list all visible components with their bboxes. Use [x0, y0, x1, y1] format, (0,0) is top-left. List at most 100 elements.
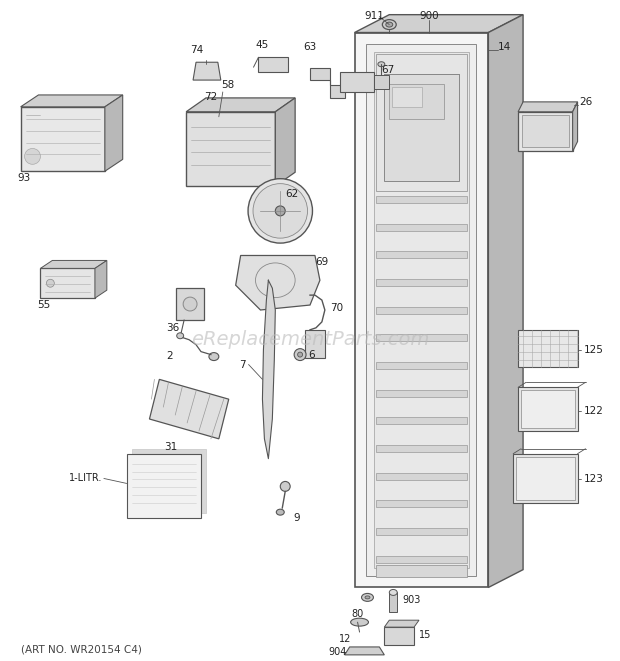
Text: 70: 70: [330, 303, 343, 313]
Polygon shape: [262, 280, 275, 459]
Bar: [389, 84, 444, 119]
Bar: [376, 362, 467, 369]
Ellipse shape: [248, 178, 312, 243]
Text: 69: 69: [315, 257, 328, 268]
Polygon shape: [193, 62, 221, 80]
Ellipse shape: [351, 618, 368, 626]
Ellipse shape: [389, 590, 397, 596]
Polygon shape: [186, 112, 275, 186]
Ellipse shape: [294, 348, 306, 360]
Text: 74: 74: [190, 46, 203, 56]
Bar: [376, 251, 467, 258]
Polygon shape: [105, 95, 123, 171]
Text: 14: 14: [498, 42, 511, 52]
Text: 12: 12: [339, 634, 351, 644]
Ellipse shape: [275, 206, 285, 216]
Text: 63: 63: [303, 42, 317, 52]
Text: 55: 55: [37, 300, 51, 310]
Polygon shape: [40, 268, 95, 298]
Bar: [376, 500, 467, 508]
Bar: [384, 74, 459, 181]
Bar: [376, 279, 467, 286]
Text: 904: 904: [329, 647, 347, 657]
Polygon shape: [20, 95, 123, 107]
Bar: [376, 528, 467, 535]
Bar: [376, 307, 467, 314]
Polygon shape: [518, 102, 578, 112]
Text: 900: 900: [419, 11, 438, 20]
Text: 26: 26: [580, 97, 593, 107]
Ellipse shape: [280, 481, 290, 491]
Bar: [516, 457, 575, 500]
Text: 2: 2: [166, 350, 172, 361]
Text: 36: 36: [167, 323, 180, 333]
Text: 125: 125: [583, 344, 603, 355]
Bar: [518, 387, 578, 431]
Bar: [376, 223, 467, 231]
Polygon shape: [186, 98, 295, 112]
Bar: [376, 445, 467, 452]
Polygon shape: [126, 453, 201, 518]
Ellipse shape: [25, 149, 40, 165]
Bar: [366, 44, 477, 576]
Text: 6: 6: [308, 350, 314, 360]
Text: 1-LITR.: 1-LITR.: [69, 473, 102, 483]
Text: 58: 58: [221, 80, 234, 90]
Polygon shape: [20, 107, 105, 171]
Text: 80: 80: [352, 609, 364, 619]
Bar: [376, 556, 467, 563]
Text: 72: 72: [204, 92, 218, 102]
Ellipse shape: [383, 20, 396, 30]
Polygon shape: [149, 379, 229, 439]
Text: (ART NO. WR20154 C4): (ART NO. WR20154 C4): [20, 645, 141, 655]
Polygon shape: [345, 647, 384, 655]
Ellipse shape: [298, 352, 303, 357]
Text: 911: 911: [365, 11, 384, 20]
Text: 7: 7: [239, 360, 246, 369]
Bar: [374, 75, 389, 89]
Bar: [376, 196, 467, 203]
Bar: [340, 72, 374, 92]
Text: 15: 15: [419, 630, 432, 640]
Ellipse shape: [361, 594, 373, 602]
Bar: [376, 417, 467, 424]
Bar: [513, 453, 578, 503]
Polygon shape: [275, 98, 295, 186]
Text: 62: 62: [285, 189, 298, 199]
Ellipse shape: [253, 184, 308, 238]
Text: 122: 122: [583, 406, 603, 416]
Ellipse shape: [378, 61, 385, 67]
Bar: [376, 564, 467, 576]
Polygon shape: [489, 15, 523, 588]
Bar: [392, 87, 422, 107]
Bar: [176, 288, 204, 320]
Polygon shape: [384, 620, 419, 627]
Text: 123: 123: [583, 475, 603, 485]
Polygon shape: [518, 112, 573, 151]
Ellipse shape: [183, 297, 197, 311]
Bar: [376, 54, 467, 191]
Text: 67: 67: [381, 65, 394, 75]
Polygon shape: [355, 32, 489, 588]
Ellipse shape: [177, 332, 184, 338]
Text: 903: 903: [402, 596, 420, 605]
Bar: [374, 52, 469, 568]
Text: eReplacementParts.com: eReplacementParts.com: [191, 330, 429, 349]
Bar: [376, 473, 467, 480]
Polygon shape: [131, 449, 206, 513]
Bar: [522, 115, 569, 147]
Polygon shape: [236, 256, 320, 310]
Text: 45: 45: [256, 40, 269, 50]
Polygon shape: [310, 68, 345, 98]
Polygon shape: [573, 102, 578, 151]
Bar: [376, 390, 467, 397]
Text: 9: 9: [293, 513, 300, 523]
Text: 93: 93: [17, 173, 31, 183]
Bar: [259, 58, 288, 72]
Bar: [389, 592, 397, 612]
Bar: [521, 390, 575, 428]
Polygon shape: [40, 260, 107, 268]
Ellipse shape: [209, 352, 219, 360]
Polygon shape: [95, 260, 107, 298]
Ellipse shape: [386, 22, 392, 27]
